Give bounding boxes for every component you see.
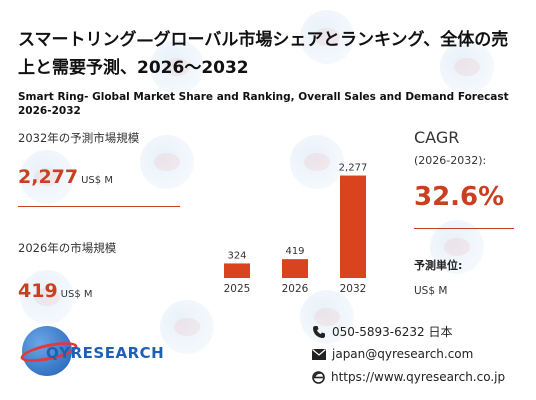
- email-text: japan@qyresearch.com: [332, 347, 474, 361]
- bar-2032: [340, 175, 366, 278]
- watermark-logo: [160, 300, 214, 354]
- forecast-number: 2,277: [18, 166, 79, 188]
- data-label-2032: 2,277: [339, 163, 368, 174]
- watermark-logo: [300, 10, 354, 64]
- watermark-logo: [140, 135, 194, 189]
- phone-icon: [313, 325, 325, 338]
- phone-text: 050-5893-6232 日本: [332, 325, 453, 339]
- web-text: https://www.qyresearch.co.jp: [331, 370, 506, 384]
- cagr-title: CAGR: [414, 128, 460, 147]
- unit-heading: 予測単位:: [414, 259, 463, 272]
- divider: [18, 206, 180, 207]
- data-label-2026: 419: [285, 246, 304, 257]
- tick-label-2032: 2032: [340, 283, 367, 295]
- bar-2025: [224, 263, 250, 278]
- current-unit: US$ M: [60, 289, 93, 300]
- bar-chart: 324 2025 419 2026 2,277 2032: [224, 163, 368, 295]
- logo-globe-icon: [22, 326, 72, 376]
- watermark-logo: [430, 220, 484, 274]
- watermark-logo: [290, 135, 344, 189]
- logo-text: QYRESEARCH: [46, 344, 165, 362]
- forecast-label: 2032年の予測市場規模: [18, 131, 140, 145]
- forecast-unit: US$ M: [81, 175, 113, 186]
- contact-email[interactable]: japan@qyresearch.com: [312, 347, 473, 361]
- tick-label-2025: 2025: [224, 283, 251, 295]
- current-label: 2026年の市場規模: [18, 241, 117, 255]
- forecast-value: 2,277 US$ M: [18, 166, 113, 188]
- tick-label-2026: 2026: [282, 283, 309, 295]
- watermark-logo: [20, 150, 74, 204]
- web-icon: [312, 370, 325, 384]
- page-title: スマートリング—グローバル市場シェアとランキング、全体の売上と需要予測、2026…: [18, 30, 509, 78]
- unit-value: US$ M: [414, 285, 448, 297]
- watermark-logo: [440, 40, 494, 94]
- contact-phone: 050-5893-6232 日本: [312, 323, 452, 340]
- cagr-value: 32.6%: [414, 182, 505, 212]
- contact-web[interactable]: https://www.qyresearch.co.jp: [312, 370, 505, 384]
- current-value: 419 US$ M: [18, 280, 93, 302]
- watermark-logo: [150, 40, 204, 94]
- watermark-logo: [20, 270, 74, 324]
- data-label-2025: 324: [227, 250, 246, 261]
- current-number: 419: [18, 280, 58, 302]
- company-logo: QYRESEARCH: [18, 322, 182, 382]
- bar-2026: [282, 259, 308, 278]
- cagr-range: (2026-2032):: [414, 154, 487, 167]
- page-subtitle: Smart Ring- Global Market Share and Rank…: [18, 91, 509, 117]
- email-icon: [312, 348, 326, 360]
- divider: [414, 228, 514, 229]
- watermark-logo: [300, 290, 354, 344]
